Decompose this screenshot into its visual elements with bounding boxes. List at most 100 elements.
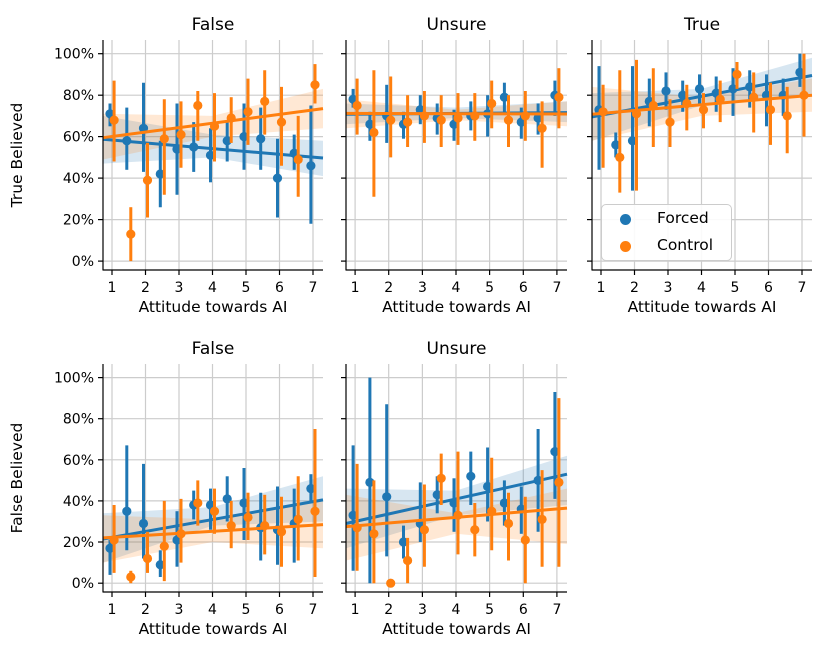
x-tick-label: 2 — [141, 602, 150, 618]
data-point — [176, 130, 186, 140]
data-point — [348, 510, 358, 520]
x-tick-label: 6 — [764, 280, 773, 296]
data-point — [466, 471, 476, 481]
data-point — [239, 498, 249, 508]
data-point — [209, 506, 220, 516]
regression-line — [591, 93, 813, 116]
x-tick-label: 3 — [418, 280, 427, 296]
data-point — [239, 132, 249, 142]
data-point — [142, 553, 153, 564]
y-tick-label: 20% — [63, 535, 94, 551]
data-point — [365, 119, 375, 129]
data-point — [627, 136, 638, 146]
x-tick-label: 7 — [552, 280, 561, 296]
data-point — [661, 86, 671, 96]
regression-line — [345, 506, 568, 529]
data-point — [365, 477, 375, 487]
data-point — [155, 560, 165, 570]
data-point — [382, 492, 392, 502]
x-tick-label: 4 — [697, 280, 706, 296]
forced-dot-icon — [620, 213, 631, 225]
data-point — [694, 84, 705, 94]
data-point — [193, 498, 203, 508]
subplot-title: Unsure — [427, 339, 487, 359]
data-point — [105, 543, 115, 553]
data-point — [243, 512, 253, 523]
data-point — [470, 525, 480, 535]
data-point — [419, 525, 429, 535]
x-tick-label: 3 — [175, 280, 184, 296]
x-tick-label: 2 — [384, 602, 393, 618]
x-tick-label: 7 — [552, 602, 561, 618]
y-tick-label: 20% — [63, 213, 94, 229]
x-axis-label: Attitude towards AI — [382, 298, 531, 316]
x-axis-label: Attitude towards AI — [139, 620, 288, 638]
data-point — [126, 229, 136, 239]
data-point — [554, 477, 564, 487]
regression-line — [102, 523, 324, 540]
regression-line — [102, 107, 324, 140]
legend-item-control: Control — [602, 236, 731, 256]
data-point — [403, 555, 413, 566]
data-point — [155, 169, 165, 179]
y-tick-label: 0% — [72, 576, 94, 592]
data-point — [306, 484, 316, 494]
data-point — [782, 111, 792, 121]
y-tick-label: 100% — [54, 47, 94, 63]
data-point — [436, 115, 446, 125]
x-tick-label: 3 — [664, 280, 673, 296]
y-tick-label: 100% — [54, 371, 94, 387]
data-point — [222, 494, 232, 504]
data-point — [193, 100, 203, 111]
subplot-true-row0: 1 2 3 4 5 6 7 True Attitude towards AI — [587, 15, 813, 316]
data-point — [243, 107, 253, 117]
data-point — [765, 105, 776, 115]
data-point — [369, 127, 379, 138]
data-point — [503, 115, 514, 125]
data-point — [293, 154, 303, 165]
x-tick-label: 2 — [630, 280, 639, 296]
data-point — [499, 498, 509, 508]
y-axis-label: True Believed — [8, 103, 26, 209]
x-tick-label: 5 — [242, 280, 251, 296]
data-point — [795, 67, 805, 77]
data-point — [665, 117, 675, 127]
x-tick-label: 5 — [485, 280, 494, 296]
data-point — [483, 481, 493, 492]
data-point — [503, 518, 514, 529]
x-tick-label: 3 — [175, 602, 184, 618]
data-point — [256, 134, 266, 144]
data-point — [222, 136, 232, 146]
series-forced — [345, 377, 568, 584]
data-point — [226, 521, 236, 531]
data-point — [310, 506, 320, 516]
y-axis-label: False Believed — [8, 423, 26, 534]
control-dot-icon — [620, 240, 631, 252]
data-point — [398, 537, 409, 547]
x-tick-label: 5 — [242, 602, 251, 618]
data-point — [205, 150, 216, 160]
y-tick-label: 0% — [72, 254, 94, 270]
x-tick-label: 7 — [309, 280, 318, 296]
data-point — [138, 518, 149, 529]
y-tick-label: 60% — [63, 130, 94, 146]
data-point — [306, 161, 316, 171]
x-tick-label: 6 — [519, 602, 528, 618]
x-axis-label: Attitude towards AI — [628, 298, 777, 316]
x-tick-label: 6 — [275, 280, 284, 296]
data-point — [436, 473, 446, 483]
subplot-false-row0: 1 2 3 4 5 6 7 0% 20% 40% 60% 80% 100% True Believed Fa… — [8, 15, 324, 316]
x-tick-label: 1 — [108, 280, 117, 296]
data-point — [537, 514, 547, 525]
data-point — [276, 117, 287, 127]
subplot-title: False — [192, 339, 235, 359]
x-tick-label: 1 — [108, 602, 117, 618]
subplot-title: False — [192, 15, 235, 35]
data-point — [260, 96, 270, 106]
data-point — [499, 92, 509, 102]
x-tick-label: 1 — [597, 280, 606, 296]
x-tick-label: 1 — [351, 602, 360, 618]
data-point — [159, 134, 169, 144]
data-point — [520, 535, 530, 545]
